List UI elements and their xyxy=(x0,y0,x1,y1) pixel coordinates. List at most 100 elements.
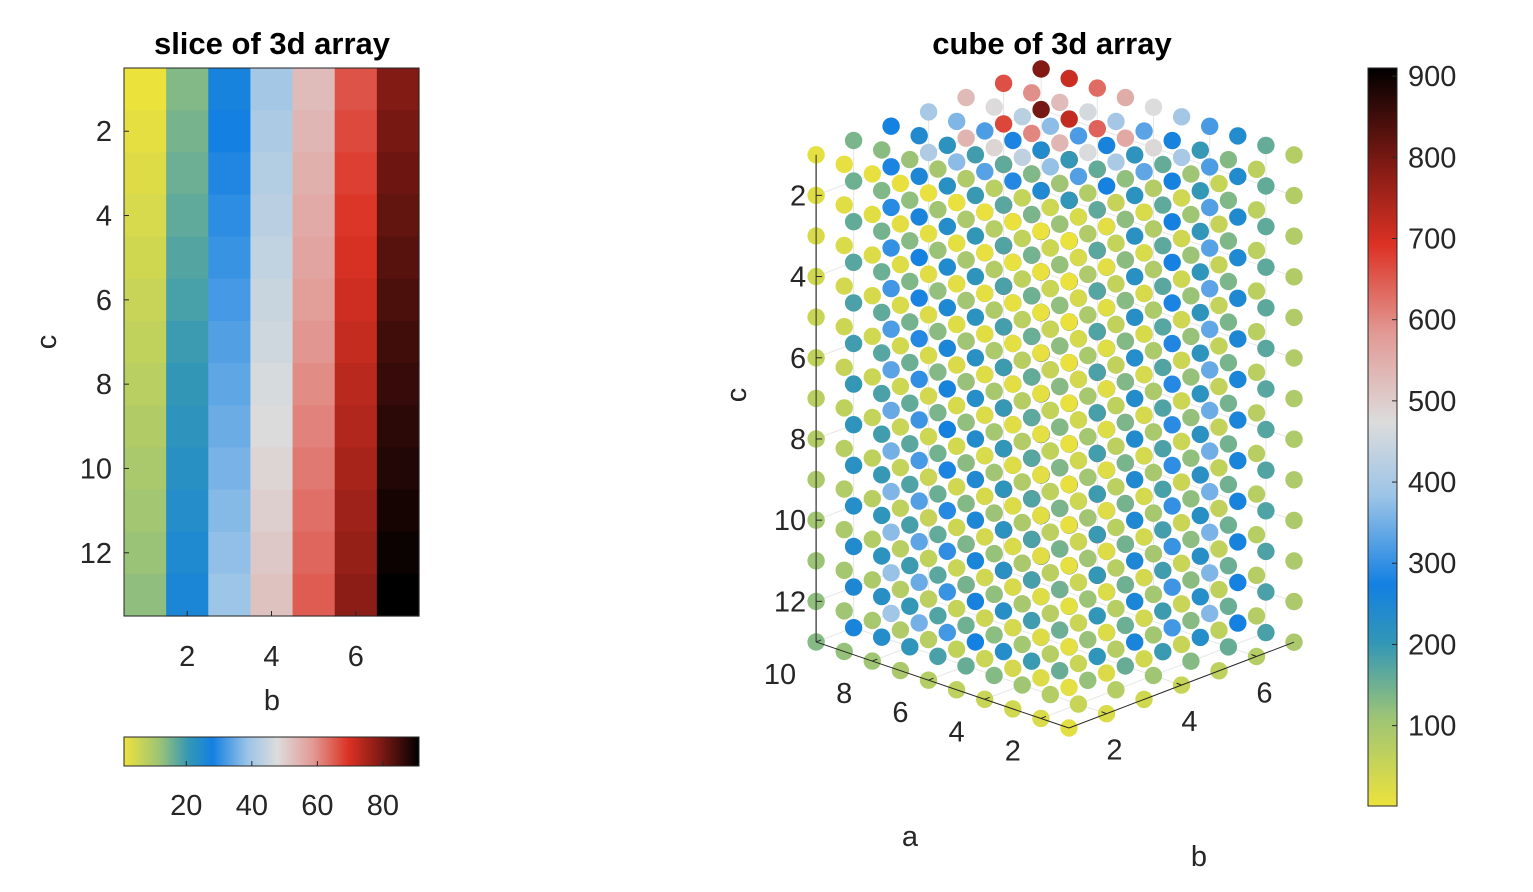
cube-point xyxy=(985,220,1003,238)
heatmap-cell xyxy=(334,278,378,322)
cube-point xyxy=(1135,528,1153,546)
cube-point xyxy=(1060,313,1078,331)
cube-point xyxy=(1097,258,1116,276)
cube-point xyxy=(1201,604,1219,623)
cube-point xyxy=(1022,124,1041,143)
cube-point xyxy=(873,466,891,484)
cube-point xyxy=(1126,633,1144,651)
cube-point xyxy=(1229,370,1247,389)
heatmap-cell xyxy=(208,194,252,238)
cube-point xyxy=(1004,497,1022,515)
heatmap-x-label: b xyxy=(264,685,280,717)
cube-point xyxy=(966,267,985,286)
cube-point xyxy=(919,346,938,365)
cube-point xyxy=(844,172,863,190)
cube-point xyxy=(1013,554,1031,572)
cube-point xyxy=(1201,523,1219,541)
cube-point xyxy=(1004,619,1022,637)
cube-point xyxy=(1210,580,1228,599)
cube-point xyxy=(976,487,994,505)
cube-point xyxy=(1051,621,1069,639)
cube-point xyxy=(919,103,938,121)
cube-point xyxy=(957,616,975,634)
heatmap-cell xyxy=(124,152,167,196)
cube-point xyxy=(1172,432,1191,451)
cube-point xyxy=(1210,215,1228,233)
cube-point xyxy=(882,117,900,135)
cube-point xyxy=(1079,428,1097,446)
cube-scatter-points xyxy=(807,60,1303,737)
cube-point xyxy=(1154,318,1172,336)
cube-point xyxy=(844,294,863,312)
cube-point xyxy=(1191,425,1210,444)
cube-point xyxy=(994,277,1013,295)
cube-point xyxy=(873,587,891,606)
cube-point xyxy=(1257,177,1275,195)
cube-point xyxy=(1247,201,1266,219)
cube-point xyxy=(1144,585,1163,603)
cube-point xyxy=(1041,320,1060,338)
cube-point xyxy=(1182,408,1200,427)
cube-point xyxy=(1172,229,1191,248)
cube-point xyxy=(1247,607,1266,625)
cube-point xyxy=(947,437,966,455)
cube-point xyxy=(1022,84,1041,102)
cube-point xyxy=(966,430,985,448)
heatmap-cell xyxy=(250,68,294,111)
cube-point xyxy=(891,458,910,477)
cube-point xyxy=(1172,351,1191,369)
cube-point xyxy=(1229,533,1247,551)
cube-point xyxy=(1022,287,1041,305)
cube-point xyxy=(1172,189,1191,207)
cube-point xyxy=(891,255,910,274)
cube-point xyxy=(1097,461,1116,479)
cube-point xyxy=(901,150,919,169)
cube-point xyxy=(1210,459,1228,477)
heatmap-cell xyxy=(292,320,336,364)
cube-point xyxy=(1116,129,1135,147)
cube-point xyxy=(844,497,863,515)
cube-point xyxy=(985,666,1003,685)
cube-point xyxy=(1116,251,1135,269)
cube-point xyxy=(1229,330,1247,348)
cube-point xyxy=(910,573,928,591)
cube-point xyxy=(1154,237,1172,255)
cube-point xyxy=(1013,310,1031,329)
cube-point xyxy=(873,628,891,646)
cube-point xyxy=(947,315,966,334)
cube-point xyxy=(1219,313,1238,331)
cube-point xyxy=(901,272,919,291)
cube-point xyxy=(1154,602,1172,620)
cube-point xyxy=(1032,384,1050,403)
cube-point xyxy=(1172,635,1191,654)
heatmap-cell xyxy=(208,489,252,533)
cube-point xyxy=(1004,537,1022,556)
heatmap-cell xyxy=(124,405,167,448)
cube-point xyxy=(1172,148,1191,167)
cube-point xyxy=(1032,303,1050,322)
cube-point xyxy=(1163,131,1181,150)
cube-point xyxy=(835,399,853,417)
cube-point xyxy=(1229,208,1247,226)
cube-point xyxy=(1219,354,1238,372)
cube-point xyxy=(947,559,966,577)
cube-point xyxy=(1135,406,1153,424)
cube-point xyxy=(1182,611,1200,630)
heatmap-cell xyxy=(292,152,336,196)
cube-point xyxy=(938,136,956,154)
cube-point xyxy=(1154,196,1172,214)
cube-point xyxy=(966,592,985,611)
cube-c-axis-label: c xyxy=(721,388,753,403)
cube-point xyxy=(891,215,910,233)
cube-point xyxy=(957,88,975,107)
cube-point xyxy=(835,196,853,214)
cube-point xyxy=(1107,640,1125,658)
cube-point xyxy=(976,325,994,343)
heatmap-cell xyxy=(376,405,420,448)
cube-point xyxy=(1210,499,1228,518)
cube-point xyxy=(948,112,966,131)
cube-point xyxy=(1004,213,1022,231)
cube-point xyxy=(938,380,956,398)
heatmap-cell xyxy=(166,152,209,196)
cube-point xyxy=(863,246,881,264)
